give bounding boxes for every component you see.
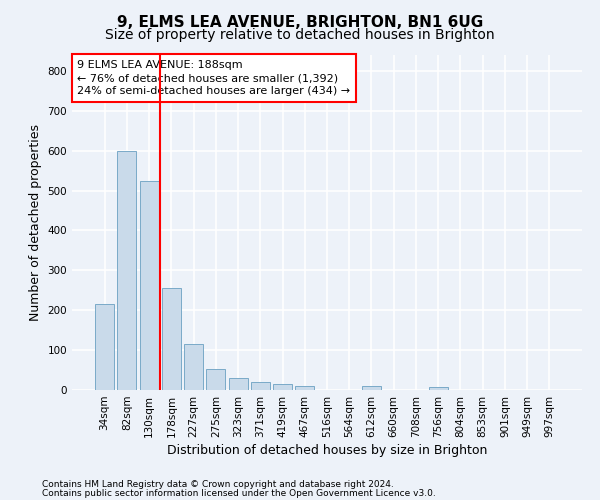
Bar	[251, 382, 270, 390]
Text: 9 ELMS LEA AVENUE: 188sqm
← 76% of detached houses are smaller (1,392)
24% of se: 9 ELMS LEA AVENUE: 188sqm ← 76% of detac…	[77, 60, 350, 96]
Bar	[206, 370, 225, 390]
Bar	[429, 387, 448, 390]
Text: Contains HM Land Registry data © Crown copyright and database right 2024.: Contains HM Land Registry data © Crown c…	[42, 480, 394, 489]
X-axis label: Distribution of detached houses by size in Brighton: Distribution of detached houses by size …	[167, 444, 487, 457]
Text: Size of property relative to detached houses in Brighton: Size of property relative to detached ho…	[105, 28, 495, 42]
Bar	[362, 386, 381, 390]
Bar	[118, 150, 136, 390]
Bar	[273, 384, 292, 390]
Bar	[162, 288, 181, 390]
Text: 9, ELMS LEA AVENUE, BRIGHTON, BN1 6UG: 9, ELMS LEA AVENUE, BRIGHTON, BN1 6UG	[117, 15, 483, 30]
Bar	[295, 386, 314, 390]
Text: Contains public sector information licensed under the Open Government Licence v3: Contains public sector information licen…	[42, 489, 436, 498]
Y-axis label: Number of detached properties: Number of detached properties	[29, 124, 42, 321]
Bar	[229, 378, 248, 390]
Bar	[95, 304, 114, 390]
Bar	[184, 344, 203, 390]
Bar	[140, 180, 158, 390]
